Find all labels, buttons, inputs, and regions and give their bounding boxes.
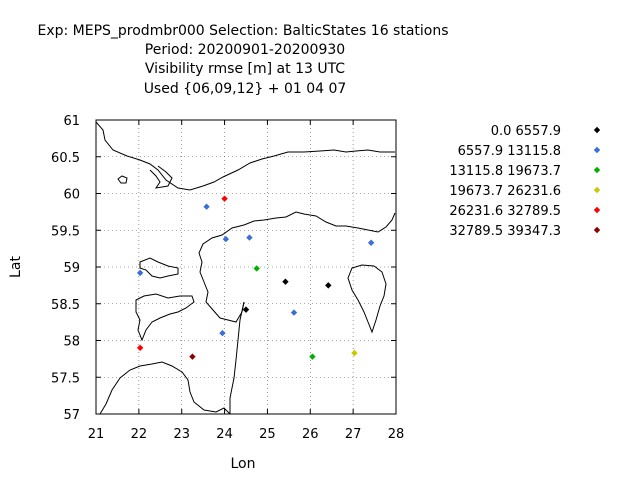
x-tick-label: 26 xyxy=(302,427,319,442)
legend-marker xyxy=(593,186,601,194)
coastline-map xyxy=(96,121,396,414)
legend: 0.0 6557.9 6557.9 13115.8 13115.8 19673.7 1… xyxy=(449,124,601,239)
x-axis-label: Lon xyxy=(231,456,256,472)
legend-label: 13115.8 19673.7 xyxy=(449,164,561,179)
legend-label: 0.0 6557.9 xyxy=(491,124,561,139)
data-point-series-2 xyxy=(219,329,226,337)
legend-marker xyxy=(593,166,601,174)
legend-marker xyxy=(593,126,601,134)
legend-label: 6557.9 13115.8 xyxy=(458,144,561,159)
legend-label: 32789.5 39347.3 xyxy=(449,224,561,239)
data-point-series-4 xyxy=(351,349,358,357)
data-point-series-1 xyxy=(325,282,332,289)
data-point-series-6 xyxy=(189,353,196,360)
y-tick-label: 58 xyxy=(63,335,80,350)
data-point-series-3 xyxy=(253,265,260,272)
title-line-3: Visibility rmse [m] at 13 UTC xyxy=(145,61,345,77)
title-line-4: Used {06,09,12} + 01 04 07 xyxy=(144,81,347,97)
data-point-series-1 xyxy=(282,278,289,285)
data-point-series-2 xyxy=(290,309,298,316)
y-tick-label: 59 xyxy=(63,261,80,276)
x-axis: 21 22 23 24 25 26 27 28 xyxy=(88,120,405,442)
x-tick-label: 28 xyxy=(388,427,405,442)
data-point-series-5 xyxy=(221,195,228,202)
x-tick-label: 24 xyxy=(216,427,233,442)
y-tick-label: 60.5 xyxy=(51,151,80,166)
y-tick-label: 57 xyxy=(63,408,80,423)
legend-marker xyxy=(593,206,601,214)
y-tick-label: 60 xyxy=(63,188,80,203)
data-point-series-2 xyxy=(136,269,144,277)
x-tick-label: 22 xyxy=(131,427,148,442)
legend-label: 19673.7 26231.6 xyxy=(449,184,561,199)
y-tick-label: 61 xyxy=(63,114,80,129)
y-axis-label: Lat xyxy=(8,256,24,278)
data-points xyxy=(136,195,375,360)
grid xyxy=(96,120,396,414)
data-point-series-1 xyxy=(242,306,250,313)
x-tick-label: 23 xyxy=(173,427,190,442)
x-tick-label: 25 xyxy=(259,427,276,442)
x-tick-label: 27 xyxy=(345,427,362,442)
legend-marker xyxy=(593,146,601,154)
title-line-1: Exp: MEPS_prodmbr000 Selection: BalticSt… xyxy=(37,23,448,39)
y-tick-label: 58.5 xyxy=(51,298,80,313)
y-axis: 57 57.5 58 58.5 59 59.5 60 60.5 61 xyxy=(51,114,396,423)
y-tick-label: 59.5 xyxy=(51,224,80,239)
data-point-series-2 xyxy=(246,234,253,241)
data-point-series-2 xyxy=(203,203,210,210)
data-point-series-5 xyxy=(136,344,144,352)
legend-label: 26231.6 32789.5 xyxy=(449,204,561,219)
x-tick-label: 21 xyxy=(88,427,105,442)
data-point-series-3 xyxy=(309,353,316,360)
data-point-series-2 xyxy=(367,239,375,246)
legend-marker xyxy=(593,226,601,234)
y-tick-label: 57.5 xyxy=(51,371,80,386)
title-line-2: Period: 20200901-20200930 xyxy=(145,42,345,58)
data-point-series-2 xyxy=(222,235,230,243)
